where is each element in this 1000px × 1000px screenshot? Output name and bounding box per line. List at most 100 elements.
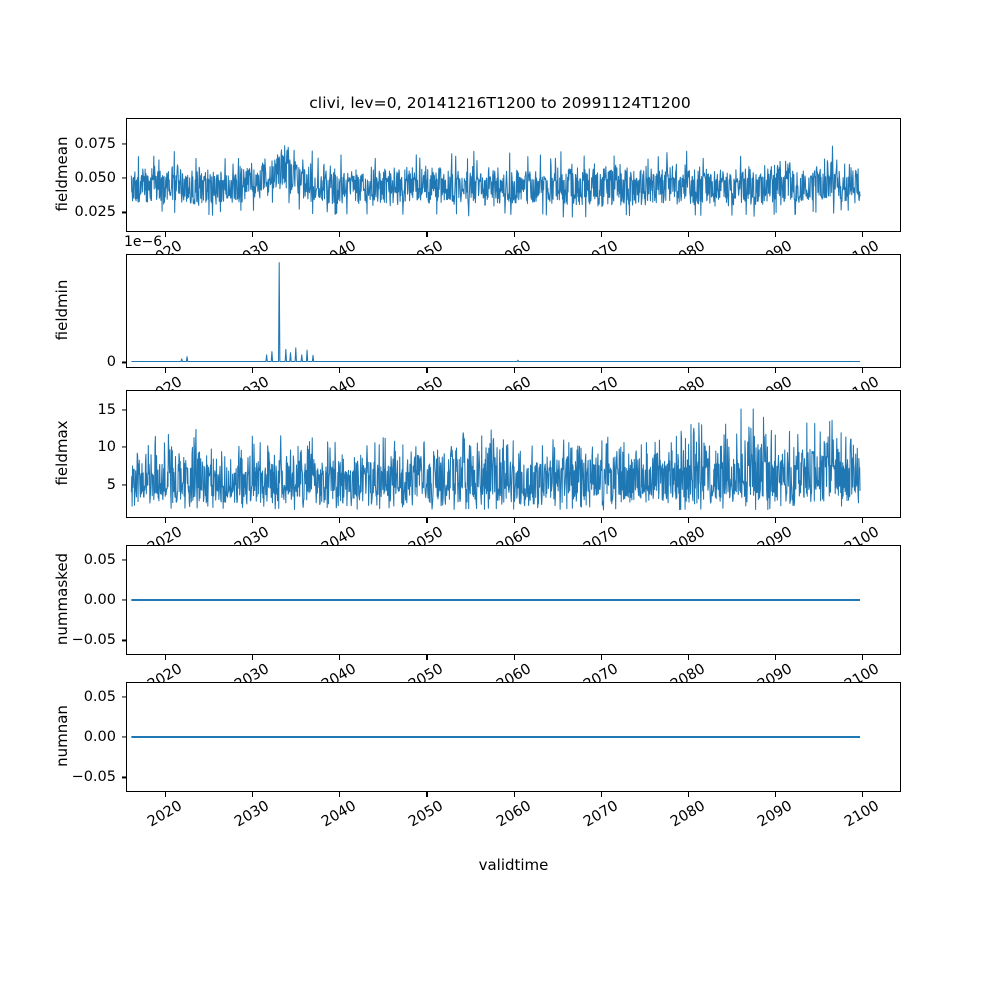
x-tick-mark xyxy=(861,232,863,237)
x-tick-mark xyxy=(426,368,428,373)
y-tick-mark xyxy=(121,446,126,448)
axes-frame-numnan xyxy=(126,682,901,792)
x-tick-mark xyxy=(165,232,167,237)
axes-frame-fieldmax xyxy=(126,390,901,518)
y-tick-label: 0.00 xyxy=(83,729,116,745)
x-tick-label: 2030 xyxy=(232,798,273,831)
x-tick-mark xyxy=(861,368,863,373)
x-tick-label: 2070 xyxy=(580,798,621,831)
data-line-numnan xyxy=(131,736,861,738)
x-tick-label: 2100 xyxy=(841,798,882,831)
x-tick-mark xyxy=(252,368,254,373)
x-tick-mark xyxy=(687,232,689,237)
y-tick-mark xyxy=(121,599,126,601)
x-tick-mark xyxy=(687,655,689,660)
y-tick-label: 0.075 xyxy=(74,135,116,152)
x-tick-mark xyxy=(600,232,602,237)
y-tick-label: 0.050 xyxy=(74,170,116,187)
y-tick-mark xyxy=(121,143,126,145)
x-tick-mark xyxy=(687,518,689,523)
y-tick-label: 0.05 xyxy=(83,688,116,705)
x-tick-mark xyxy=(600,518,602,523)
data-line-fieldmin xyxy=(131,262,861,363)
x-tick-mark xyxy=(252,518,254,523)
x-tick-mark xyxy=(252,655,254,660)
x-axis-label: validtime xyxy=(478,856,549,874)
subplot-fieldmean: fieldmean0.0250.0500.0752020203020402050… xyxy=(53,118,901,270)
x-tick-label: 2060 xyxy=(493,798,534,831)
x-tick-mark xyxy=(774,792,776,797)
x-tick-mark xyxy=(774,232,776,237)
y-tick-mark xyxy=(121,776,126,778)
y-tick-label: 5 xyxy=(106,476,116,493)
x-tick-mark xyxy=(513,655,515,660)
x-tick-mark xyxy=(513,792,515,797)
x-tick-label: 2040 xyxy=(319,798,360,831)
subplot-fieldmax: fieldmax 5 10 15 2020 2030 2040 2050 2060 2070 208… xyxy=(53,390,901,556)
y-axis-label-numnan: numnan xyxy=(53,705,71,767)
x-tick-mark xyxy=(600,368,602,373)
x-tick-mark xyxy=(861,792,863,797)
x-tick-mark xyxy=(861,518,863,523)
x-tick-mark xyxy=(339,368,341,373)
subplot-numnan: numnan −0.05 0.00 0.05 2020 2030 2040 2050 2060 2… xyxy=(53,682,901,830)
x-tick-mark xyxy=(426,518,428,523)
x-tick-mark xyxy=(600,655,602,660)
y-tick-mark xyxy=(121,361,126,363)
data-line-nummasked xyxy=(131,599,861,601)
y-tick-mark xyxy=(121,409,126,411)
x-tick-mark xyxy=(165,368,167,373)
x-tick-mark xyxy=(774,655,776,660)
x-tick-mark xyxy=(165,518,167,523)
x-tick-mark xyxy=(513,368,515,373)
x-tick-mark xyxy=(861,655,863,660)
x-tick-label: 2050 xyxy=(406,798,447,831)
x-tick-mark xyxy=(513,518,515,523)
y-tick-label: 0.05 xyxy=(83,551,116,568)
x-tick-label: 2020 xyxy=(145,798,186,831)
y-tick-label: 10 xyxy=(97,439,116,456)
y-tick-mark xyxy=(121,211,126,214)
y-tick-label: 0 xyxy=(106,354,116,371)
x-tick-mark xyxy=(687,792,689,797)
y-tick-mark xyxy=(121,736,126,738)
x-tick-mark xyxy=(339,655,341,660)
y-axis-offset-text-fieldmin: 1e−6 xyxy=(124,234,163,250)
y-tick-mark xyxy=(121,177,126,179)
x-tick-mark xyxy=(339,232,341,237)
y-tick-mark xyxy=(121,696,126,698)
y-tick-label: −0.05 xyxy=(71,769,116,786)
x-tick-mark xyxy=(774,518,776,523)
x-tick-mark xyxy=(600,792,602,797)
y-tick-label: 0.00 xyxy=(83,592,116,608)
y-tick-mark xyxy=(121,639,126,641)
x-tick-mark xyxy=(165,655,167,660)
y-tick-label: 15 xyxy=(97,401,116,418)
axes-frame-fieldmin xyxy=(126,254,901,368)
x-tick-mark xyxy=(687,368,689,373)
subplot-nummasked: nummasked −0.05 0.00 0.05 2020 2030 2040 2050 20… xyxy=(53,545,901,693)
data-line-fieldmean xyxy=(130,145,861,218)
x-tick-mark xyxy=(252,232,254,237)
x-tick-mark xyxy=(339,518,341,523)
axes-frame-fieldmean xyxy=(126,118,901,232)
x-tick-mark xyxy=(774,368,776,373)
x-tick-label: 2080 xyxy=(667,798,708,831)
x-tick-mark xyxy=(513,232,515,237)
axes-frame-nummasked xyxy=(126,545,901,655)
subplot-fieldmin: fieldmin1e−60242020203020402050206020702… xyxy=(53,234,901,406)
x-tick-label: 2090 xyxy=(754,798,795,831)
y-tick-mark xyxy=(121,484,126,486)
x-tick-mark xyxy=(339,792,341,797)
x-tick-mark xyxy=(426,655,428,660)
figure-title: clivi, lev=0, 20141216T1200 to 20991124T… xyxy=(309,94,691,112)
y-tick-label: 0.025 xyxy=(74,204,116,221)
y-tick-label: −0.05 xyxy=(71,632,116,649)
y-tick-mark xyxy=(121,559,126,561)
x-tick-mark xyxy=(165,792,167,797)
x-tick-mark xyxy=(252,792,254,797)
x-tick-mark xyxy=(426,232,428,237)
x-tick-mark xyxy=(426,792,428,797)
data-line-fieldmax xyxy=(130,408,861,511)
